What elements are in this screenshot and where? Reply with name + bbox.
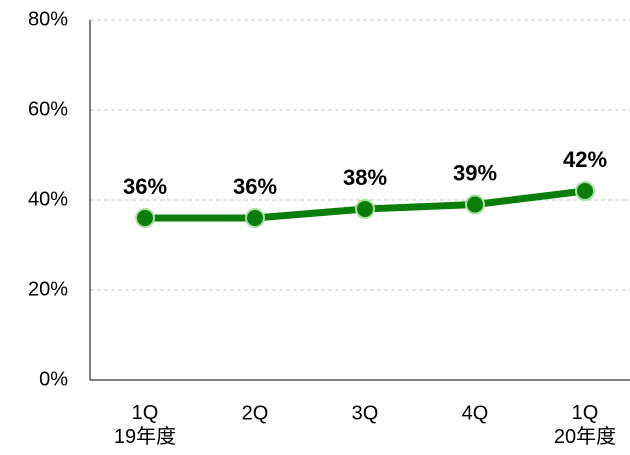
data-label: 39% <box>453 160 497 185</box>
marker <box>575 181 595 201</box>
data-label: 38% <box>343 165 387 190</box>
marker <box>245 208 265 228</box>
y-tick-label: 60% <box>28 98 68 120</box>
data-label: 42% <box>563 147 607 172</box>
y-tick-label: 80% <box>28 8 68 30</box>
data-label: 36% <box>233 174 277 199</box>
marker <box>135 208 155 228</box>
y-tick-label: 0% <box>39 368 68 390</box>
x-tick-label: 4Q <box>462 402 489 424</box>
data-label: 36% <box>123 174 167 199</box>
x-tick-label: 1Q 20年度 <box>554 402 616 448</box>
x-tick-label: 3Q <box>352 402 379 424</box>
x-tick-label: 1Q 19年度 <box>114 402 176 448</box>
marker <box>355 199 375 219</box>
marker <box>465 194 485 215</box>
y-tick-label: 20% <box>28 278 68 300</box>
y-tick-label: 40% <box>28 188 68 210</box>
x-tick-label: 2Q <box>242 402 269 424</box>
